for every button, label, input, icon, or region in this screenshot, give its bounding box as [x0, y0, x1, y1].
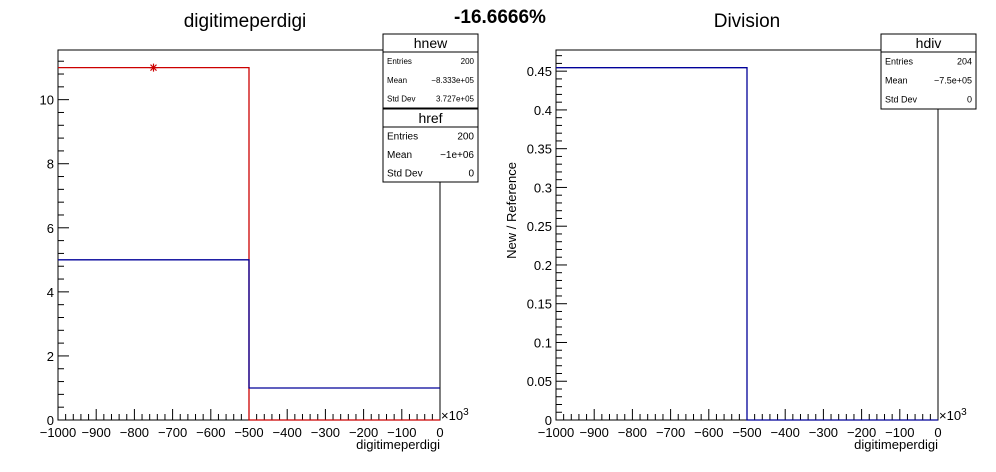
left-y-tick-label: 2: [47, 349, 54, 364]
right-x-axis: −1000 −900 −800 −700 −600 −500 −400 −300 −200 −10…: [538, 409, 942, 440]
right-chart-title: Division: [714, 11, 781, 32]
right-y-tick-label: 0.1: [534, 335, 552, 350]
left-x-tick-label: −200: [349, 425, 378, 440]
right-x-exponent: ×103: [939, 407, 967, 423]
right-x-tick-label: −300: [809, 425, 838, 440]
stats-row-value: 200: [461, 57, 475, 66]
stats-row-value: −1e+06: [440, 150, 474, 161]
stats-row-label: Entries: [387, 57, 412, 66]
stats-row-value: −8.333e+05: [431, 76, 474, 85]
left-x-axis: −1000 −900 −800 −700 −600 −500 −400 −300 −200 −10…: [40, 409, 444, 440]
left-x-exponent-base: ×10: [441, 408, 463, 423]
stats-row-label: Mean: [885, 76, 908, 86]
right-x-tick-label: −900: [580, 425, 609, 440]
left-x-tick-label: −500: [234, 425, 263, 440]
left-x-tick-label: −400: [273, 425, 302, 440]
left-x-tick-label: −600: [196, 425, 225, 440]
stats-row-label: Mean: [387, 150, 412, 161]
left-y-tick-label: 4: [47, 285, 54, 300]
right-x-exponent-base: ×10: [939, 408, 961, 423]
right-y-tick-label: 0.25: [527, 219, 552, 234]
right-y-axis-label: New / Reference: [504, 162, 519, 259]
right-y-tick-label: 0.4: [534, 103, 552, 118]
left-x-tick-label: −700: [158, 425, 187, 440]
left-y-axis: 0 2 4 6 8 10: [40, 60, 69, 428]
stats-row-label: Std Dev: [885, 95, 918, 105]
stats-row-value: 0: [967, 95, 972, 105]
stats-box-title: hnew: [414, 35, 448, 51]
right-y-tick-label: 0.35: [527, 142, 552, 157]
left-y-tick-label: 10: [40, 93, 54, 108]
right-x-axis-label: digitimeperdigi: [854, 437, 938, 452]
left-x-axis-label: digitimeperdigi: [356, 437, 440, 452]
right-x-tick-label: −200: [847, 425, 876, 440]
left-y-tick-label: 6: [47, 221, 54, 236]
left-y-tick-label: 0: [47, 413, 54, 428]
right-y-tick-label: 0.2: [534, 258, 552, 273]
right-y-tick-label: 0.05: [527, 374, 552, 389]
right-x-tick-label: −700: [656, 425, 685, 440]
series-hdiv-line: [556, 67, 938, 421]
stats-row-value: 3.727e+05: [436, 94, 475, 103]
left-x-exponent-power: 3: [463, 407, 469, 418]
stats-row-label: Std Dev: [387, 94, 415, 103]
right-y-tick-label: 0.45: [527, 64, 552, 79]
stats-row-label: Std Dev: [387, 168, 423, 179]
left-x-tick-label: −100: [387, 425, 416, 440]
right-y-tick-label: 0.3: [534, 180, 552, 195]
right-x-tick-label: −500: [732, 425, 761, 440]
right-x-tick-label: −800: [618, 425, 647, 440]
right-histogram-panel: Division −1000 −900 −800 −700 −600 −500 −400 −3…: [504, 11, 977, 452]
right-y-tick-label: 0.15: [527, 297, 552, 312]
left-x-tick-label: −1000: [40, 425, 77, 440]
right-x-tick-label: 0: [934, 425, 941, 440]
stats-box-title: href: [418, 110, 442, 126]
right-x-exponent-power: 3: [961, 407, 967, 418]
stats-row-value: 204: [957, 57, 972, 67]
left-x-tick-label: 0: [436, 425, 443, 440]
right-x-tick-label: −1000: [538, 425, 575, 440]
series-hnew-marker: [149, 63, 158, 72]
stats-row-label: Entries: [387, 132, 418, 143]
right-x-tick-label: −600: [694, 425, 723, 440]
left-histogram-panel: digitimeperdigi −1000 −900 −800 −700 −600 −50…: [40, 11, 479, 452]
left-x-tick-label: −300: [311, 425, 340, 440]
left-y-tick-label: 8: [47, 157, 54, 172]
left-x-tick-label: −800: [120, 425, 149, 440]
stats-row-value: 0: [468, 168, 474, 179]
stats-row-label: Mean: [387, 76, 407, 85]
stats-row-label: Entries: [885, 57, 914, 67]
stats-box-title: hdiv: [916, 35, 942, 51]
right-y-axis: 0 0.05 0.1 0.15 0.2 0.25 0.3 0.35 0.4 0.45: [527, 55, 567, 428]
left-x-exponent: ×103: [441, 407, 469, 423]
right-y-tick-label: 0: [545, 413, 552, 428]
left-chart-title: digitimeperdigi: [184, 11, 307, 32]
right-x-tick-label: −400: [771, 425, 800, 440]
right-series-group: [556, 67, 938, 421]
series-href-line: [58, 259, 440, 389]
left-series-group: [58, 63, 440, 421]
left-x-tick-label: −900: [82, 425, 111, 440]
stats-row-value: 200: [457, 132, 474, 143]
right-x-tick-label: −100: [885, 425, 914, 440]
difference-percent-label: -16.6666%: [454, 7, 546, 28]
stats-row-value: −7.5e+05: [934, 76, 972, 86]
